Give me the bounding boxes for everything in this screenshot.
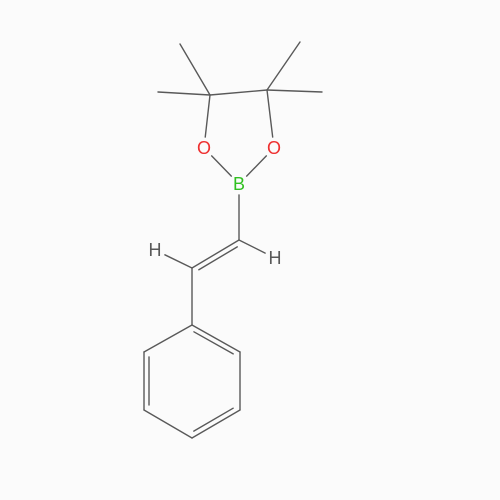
molecule-diagram: O O B H H xyxy=(0,0,500,500)
atom-label-o: O xyxy=(197,138,211,158)
atom-label-h: H xyxy=(269,248,282,268)
atom-label-b: B xyxy=(233,174,245,194)
atom-label-h: H xyxy=(149,240,162,260)
atom-label-o: O xyxy=(267,138,281,158)
